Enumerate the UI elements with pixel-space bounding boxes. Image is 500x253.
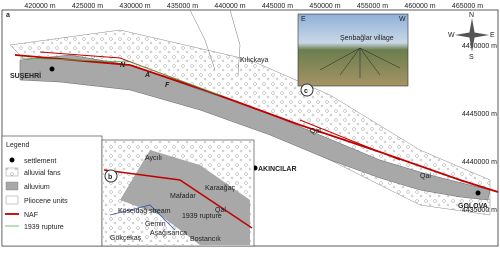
label: N [469, 12, 474, 19]
easting-label: 450000 m [309, 3, 340, 10]
label: Karaağaç [205, 185, 235, 192]
alluvium [19, 54, 491, 201]
naf-fault [14, 54, 499, 193]
easting-label: 445000 m [262, 3, 293, 10]
northing-label: 4445000 m [462, 111, 497, 118]
legend-label: Pliocene units [24, 198, 68, 205]
northing-labels: 4450000 m 4445000 m 4440000 m 4435000 m [462, 43, 497, 214]
label: E [490, 32, 495, 39]
streams [189, 9, 241, 76]
label: Aycılı [145, 155, 162, 162]
rupture-1939 [19, 57, 221, 96]
legend-label: alluvium [24, 184, 50, 191]
easting-label: 435000 m [167, 3, 198, 10]
label: Qal [215, 207, 226, 214]
label: W [448, 32, 455, 39]
easting-label: 425000 m [72, 3, 103, 10]
settlement [475, 190, 481, 196]
label: W [399, 16, 406, 23]
easting-label: 420000 m [24, 3, 55, 10]
label: b [108, 174, 112, 181]
legend: Legend settlement alluvial fans alluvium… [1, 135, 103, 247]
legend-title: Legend [6, 142, 29, 149]
easting-label: 455000 m [357, 3, 388, 10]
place: GOLOVA [458, 203, 488, 210]
easting-label: 440000 m [214, 3, 245, 10]
legend-label: NAF [24, 212, 38, 219]
label: Mafadar [170, 193, 196, 200]
label: Gökçekaş [110, 235, 142, 242]
inset-c: c E W Şenbağlar village [297, 13, 409, 97]
fault-letter: A [144, 72, 150, 79]
label: 1939 rupture [182, 213, 222, 220]
label: Bostancık [190, 236, 221, 243]
legend-label: settlement [24, 158, 56, 165]
fault-letter: N [120, 62, 126, 69]
place: Kılıçkaya [240, 57, 269, 64]
place: SUŞEHRİ [10, 72, 41, 80]
easting-label: 465000 m [452, 3, 483, 10]
place: AKINCILAR [258, 166, 297, 173]
inset-b: b Aycılı Mafadar Karaağaç Gökçekaş Aşağı… [101, 139, 255, 247]
label: E [301, 16, 306, 23]
label: S [469, 54, 474, 61]
unit: Qal [310, 128, 321, 135]
legend-label: alluvial fans [24, 170, 61, 177]
easting-label: 430000 m [119, 3, 150, 10]
compass: N S E W [448, 12, 495, 61]
northing-label: 4450000 m [462, 43, 497, 50]
easting-label: 460000 m [404, 3, 435, 10]
label: c [304, 88, 308, 95]
panel-label: a [6, 12, 10, 19]
legend-label: 1939 rupture [24, 224, 64, 231]
settlement [49, 66, 55, 72]
easting-labels: 420000 m 425000 m 430000 m 435000 m 440000 m… [24, 3, 483, 10]
unit: Qal [420, 173, 431, 180]
northing-label: 4440000 m [462, 159, 497, 166]
northing-label: 4435000 m [462, 207, 497, 214]
label: Köseidağ stream [118, 208, 171, 215]
fault-letter: F [165, 82, 170, 89]
label: Gemin [145, 221, 166, 228]
label: Şenbağlar village [340, 35, 394, 42]
label: Aşağısarıca [150, 230, 187, 237]
